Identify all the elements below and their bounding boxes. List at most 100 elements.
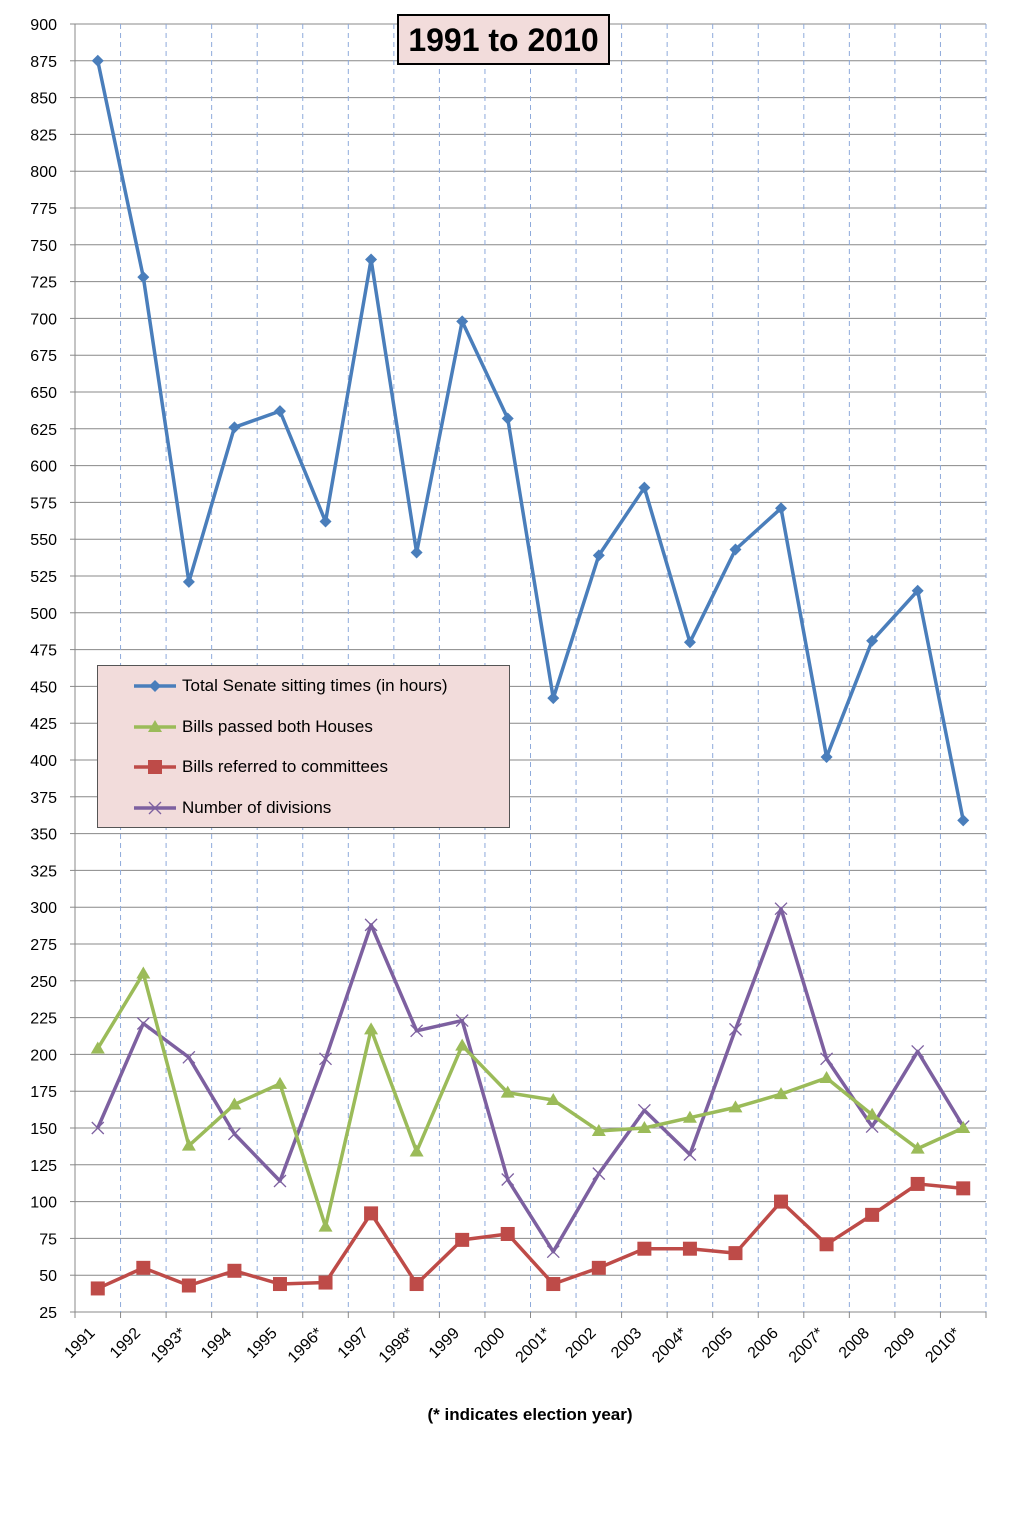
data-point (272, 1076, 287, 1089)
data-point (364, 1206, 379, 1221)
data-point (182, 1050, 196, 1064)
data-point (820, 751, 833, 764)
y-tick-label: 250 (30, 974, 57, 991)
data-point (682, 1241, 697, 1256)
y-tick-label: 775 (30, 201, 57, 218)
legend-label: Total Senate sitting times (in hours) (182, 676, 448, 695)
data-point (547, 692, 560, 705)
data-point (500, 1226, 515, 1241)
y-tick-label: 575 (30, 495, 57, 512)
data-point (319, 515, 332, 528)
data-point (637, 1103, 651, 1117)
data-point (273, 405, 286, 418)
x-tick-label: 1991 (61, 1325, 98, 1362)
y-tick-label: 125 (30, 1158, 57, 1175)
data-point (774, 902, 788, 916)
data-point (227, 1097, 242, 1110)
y-tick-label: 500 (30, 606, 57, 623)
y-tick-label: 625 (30, 422, 57, 439)
data-point (865, 1120, 879, 1133)
legend-x-icon (134, 801, 176, 814)
y-tick-label: 900 (30, 17, 57, 34)
x-tick-label: 1998* (376, 1325, 418, 1367)
data-point (136, 1017, 150, 1030)
data-point (774, 1087, 789, 1100)
y-tick-label: 450 (30, 679, 57, 696)
data-point (181, 1138, 196, 1151)
y-tick-label: 700 (30, 311, 57, 328)
data-point (592, 549, 605, 562)
data-point (683, 636, 696, 649)
data-point (181, 1278, 196, 1293)
data-point (546, 1093, 561, 1106)
data-point (592, 1167, 606, 1181)
y-tick-label: 825 (30, 127, 57, 144)
data-point (318, 1219, 333, 1232)
x-tick-label: 1995 (244, 1325, 281, 1362)
y-tick-label: 425 (30, 716, 57, 733)
data-point (819, 1070, 834, 1083)
data-point (318, 1275, 333, 1290)
y-tick-label: 175 (30, 1084, 57, 1101)
data-point (956, 1181, 971, 1196)
y-tick-label: 350 (30, 827, 57, 844)
data-point (456, 315, 469, 328)
data-point (957, 814, 970, 827)
x-tick-label: 1997 (335, 1325, 372, 1362)
data-point (227, 1127, 241, 1141)
data-point (820, 1052, 834, 1066)
data-point (136, 1260, 151, 1275)
data-point (364, 1022, 379, 1035)
x-tick-label: 2003 (608, 1325, 645, 1362)
data-point (455, 1014, 469, 1027)
x-tick-label: 2010* (922, 1325, 964, 1367)
y-tick-label: 300 (30, 900, 57, 917)
data-point (911, 584, 924, 597)
x-tick-label: 1999 (426, 1325, 463, 1362)
election-year-note: (* indicates election year) (427, 1405, 633, 1424)
data-point (455, 1038, 470, 1051)
legend-item: Bills passed both Houses (134, 715, 373, 739)
y-tick-label: 325 (30, 863, 57, 880)
x-tick-label: 2001* (513, 1325, 555, 1367)
x-tick-label: 1992 (107, 1325, 144, 1362)
x-tick-label: 2002 (562, 1325, 599, 1362)
y-tick-label: 525 (30, 569, 57, 586)
data-point (546, 1277, 561, 1292)
y-tick-label: 750 (30, 238, 57, 255)
data-point (865, 1107, 880, 1120)
data-point (91, 54, 104, 67)
series-line (96, 971, 964, 1229)
y-tick-label: 675 (30, 348, 57, 365)
y-tick-label: 875 (30, 54, 57, 71)
data-point (683, 1148, 697, 1161)
data-point (775, 502, 788, 515)
x-tick-label: 1994 (198, 1325, 235, 1362)
data-point (501, 1173, 515, 1186)
x-tick-label: 2008 (836, 1325, 873, 1362)
legend-item: Bills referred to committees (134, 755, 388, 779)
y-tick-label: 200 (30, 1047, 57, 1064)
y-tick-label: 50 (39, 1268, 57, 1285)
x-tick-label: 2004* (649, 1325, 691, 1367)
data-point (682, 1110, 697, 1123)
data-point (410, 546, 423, 559)
data-point (455, 1232, 470, 1247)
data-point (273, 1174, 287, 1188)
data-point (910, 1176, 925, 1191)
data-point (591, 1123, 606, 1136)
y-tick-label: 600 (30, 459, 57, 476)
data-point (910, 1141, 925, 1154)
y-tick-label: 550 (30, 532, 57, 549)
x-tick-label: 2000 (471, 1325, 508, 1362)
data-point (638, 481, 651, 494)
series-line (96, 906, 965, 1254)
series-line (97, 1182, 964, 1291)
x-tick-label: 2005 (699, 1325, 736, 1362)
data-point (729, 1022, 742, 1036)
data-point (956, 1121, 971, 1133)
x-tick-label: 2009 (881, 1325, 918, 1362)
data-point (409, 1144, 424, 1157)
data-point (637, 1121, 652, 1133)
